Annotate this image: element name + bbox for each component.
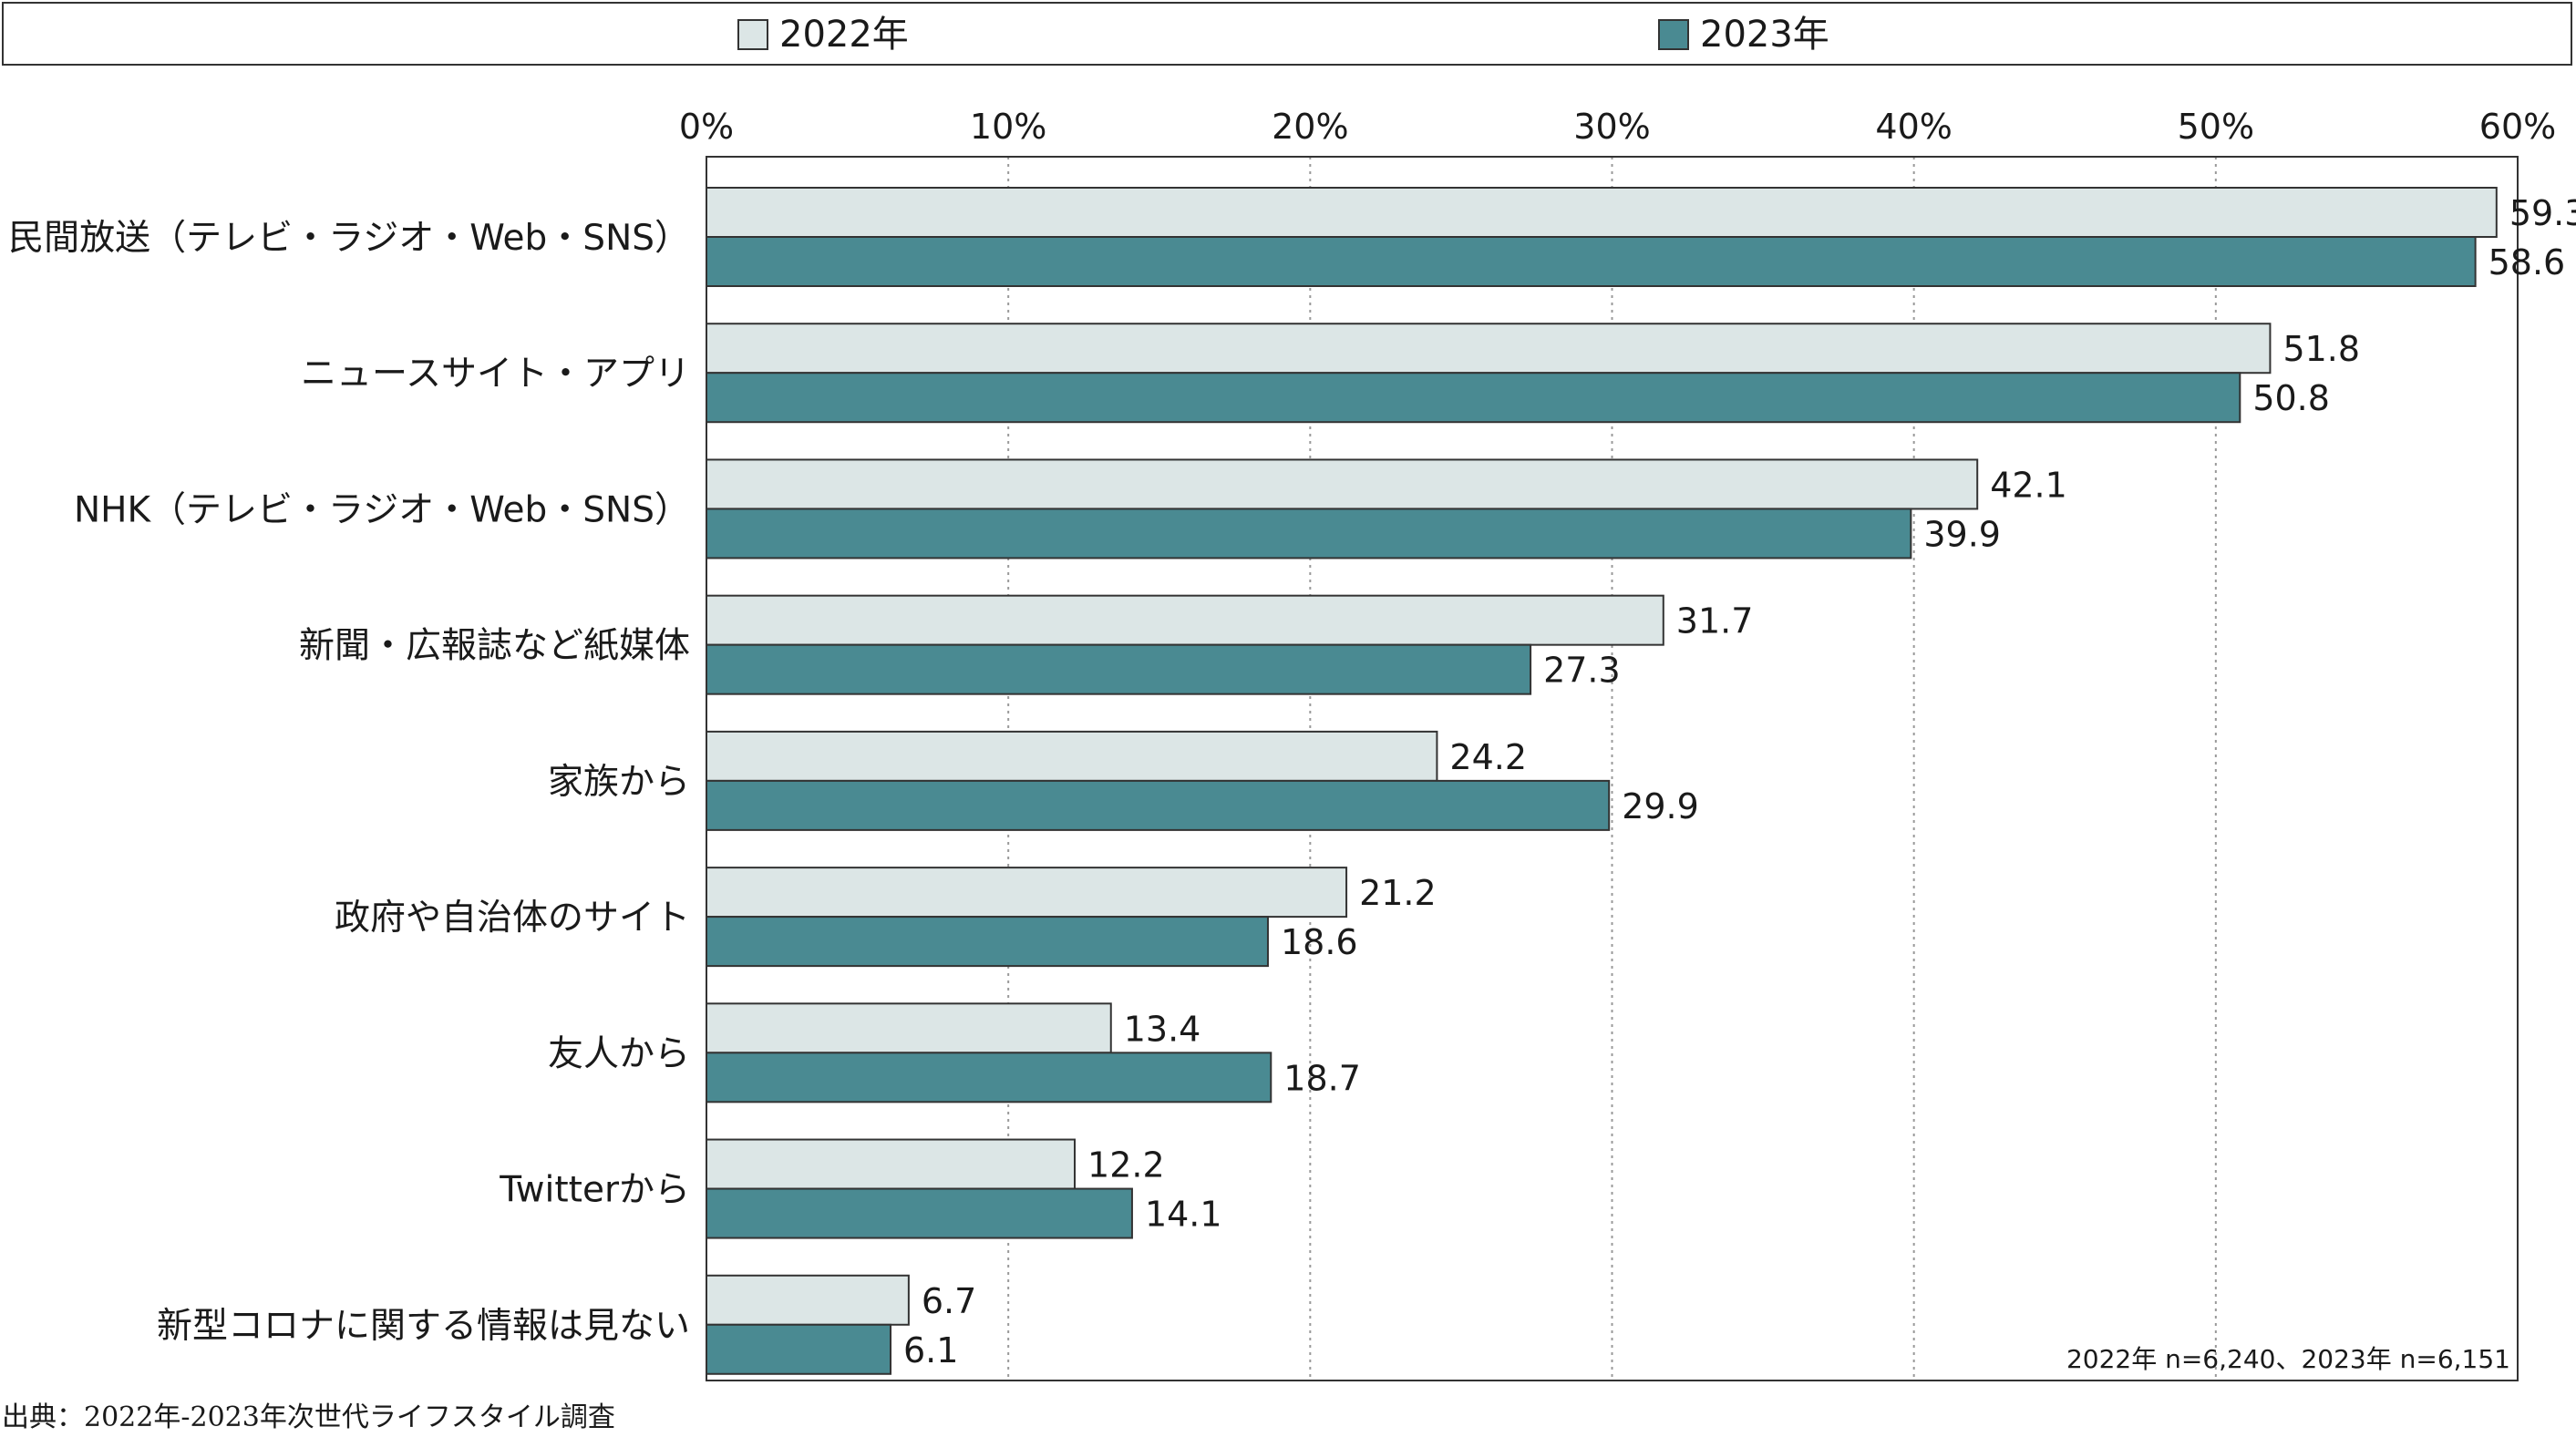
data-label: 24.2 [1449,737,1527,777]
legend-label-2023: 2023年 [1700,14,1829,56]
bar-2023年 [706,1052,1273,1103]
x-tick-label: 50% [2178,107,2254,147]
bar-2022年 [706,458,1979,510]
data-label: 51.8 [2282,329,2360,369]
bar-2022年 [706,594,1664,646]
legend-swatch-2022 [737,19,768,50]
bar-2023年 [706,1323,892,1375]
x-tick-label: 40% [1875,107,1952,147]
data-label: 13.4 [1124,1009,1201,1049]
legend-label-2022: 2022年 [779,14,909,56]
x-tick-label: 0% [679,107,734,147]
category-label: NHK（テレビ・ラジオ・Web・SNS） [74,489,690,530]
bar-2023年 [706,916,1269,968]
bar-2023年 [706,236,2477,287]
x-tick-label: 20% [1272,107,1348,147]
data-label: 6.1 [903,1330,958,1370]
category-label: 民間放送（テレビ・ラジオ・Web・SNS） [8,218,690,259]
data-label: 14.1 [1145,1195,1222,1235]
data-label: 39.9 [1923,514,2001,554]
category-label: 新聞・広報誌など紙媒体 [299,626,690,667]
bar-2023年 [706,508,1912,559]
bar-2023年 [706,779,1611,831]
data-label: 6.7 [922,1281,976,1321]
data-label: 12.2 [1087,1145,1165,1186]
data-label: 42.1 [1990,465,2067,505]
bar-2022年 [706,323,2272,375]
legend-item-2022: 2022年 [737,16,909,53]
data-label: 31.7 [1676,601,1754,642]
data-label: 27.3 [1543,651,1621,691]
legend-swatch-2023 [1658,19,1689,50]
bar-2023年 [706,1187,1133,1239]
x-tick-label: 30% [1573,107,1650,147]
x-tick-label: 10% [970,107,1046,147]
sample-size-note: 2022年 n=6,240、2023年 n=6,151 [2066,1344,2510,1374]
legend: 2022年 2023年 [2,2,2572,66]
data-label: 58.6 [2488,242,2566,282]
bar-2022年 [706,867,1348,919]
bar-2023年 [706,372,2241,424]
bar-2022年 [706,1274,910,1326]
data-label: 50.8 [2252,378,2330,418]
data-label: 18.7 [1283,1058,1361,1098]
category-label: ニュースサイト・アプリ [301,354,690,395]
category-label: 友人から [548,1033,690,1074]
category-label: 新型コロナに関する情報は見ない [157,1306,690,1347]
data-label: 59.3 [2509,193,2576,233]
category-label: 家族から [548,762,690,803]
bar-2022年 [706,730,1438,782]
category-label: Twitterから [499,1170,690,1211]
source-note: 出典：2022年-2023年次世代ライフスタイル調査 [2,1401,615,1433]
data-label: 18.6 [1281,922,1358,962]
legend-item-2023: 2023年 [1658,16,1829,53]
x-tick-label: 60% [2479,107,2556,147]
bar-2022年 [706,1002,1112,1054]
data-label: 29.9 [1622,786,1699,826]
bar-2022年 [706,1138,1077,1190]
category-label: 政府や自治体のサイト [335,898,690,939]
data-label: 21.2 [1359,873,1437,913]
bar-2023年 [706,643,1532,695]
bar-2022年 [706,187,2498,238]
